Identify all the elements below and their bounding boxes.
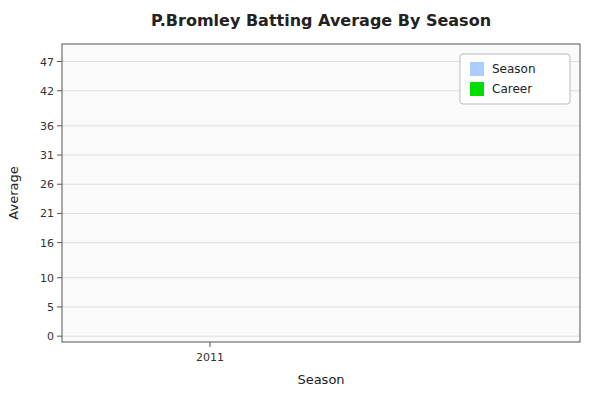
legend-label: Season bbox=[492, 62, 536, 76]
legend-label: Career bbox=[492, 82, 532, 96]
y-tick bbox=[57, 336, 62, 337]
grid-line bbox=[62, 242, 580, 243]
chart: 0 5 10 16 21 26 31 36 42 47 2011 P.Bromley Batting … bbox=[0, 0, 600, 400]
y-tick-label: 26 bbox=[40, 178, 54, 191]
grid-line bbox=[62, 277, 580, 278]
grid-line bbox=[62, 125, 580, 126]
plot-background bbox=[62, 44, 580, 342]
y-tick-label: 42 bbox=[40, 85, 54, 98]
x-tick-label: 2011 bbox=[196, 351, 224, 364]
y-tick-label: 31 bbox=[40, 149, 54, 162]
y-tick bbox=[57, 90, 62, 91]
legend-box bbox=[460, 54, 570, 104]
y-axis-label: Average bbox=[6, 166, 21, 219]
legend-swatch bbox=[470, 62, 484, 76]
y-tick-label: 10 bbox=[40, 272, 54, 285]
grid-line bbox=[62, 336, 580, 337]
y-tick-label: 5 bbox=[47, 301, 54, 314]
y-tick bbox=[57, 242, 62, 243]
y-tick bbox=[57, 125, 62, 126]
grid-line bbox=[62, 306, 580, 307]
y-tick-label: 16 bbox=[40, 237, 54, 250]
x-tick bbox=[210, 342, 211, 347]
x-axis-label: Season bbox=[297, 372, 344, 387]
y-tick bbox=[57, 61, 62, 62]
y-tick bbox=[57, 155, 62, 156]
grid-line bbox=[62, 155, 580, 156]
y-tick bbox=[57, 184, 62, 185]
y-tick-label: 0 bbox=[47, 330, 54, 343]
y-tick-label: 36 bbox=[40, 120, 54, 133]
plot-frame bbox=[62, 44, 580, 342]
y-tick-label: 47 bbox=[40, 56, 54, 69]
legend-swatch bbox=[470, 82, 484, 96]
y-tick bbox=[57, 277, 62, 278]
grid-line bbox=[62, 213, 580, 214]
y-tick bbox=[57, 306, 62, 307]
y-tick bbox=[57, 213, 62, 214]
grid-line bbox=[62, 184, 580, 185]
legend: Season Career bbox=[460, 54, 570, 104]
y-tick-label: 21 bbox=[40, 207, 54, 220]
title: P.Bromley Batting Average By Season bbox=[151, 11, 491, 30]
